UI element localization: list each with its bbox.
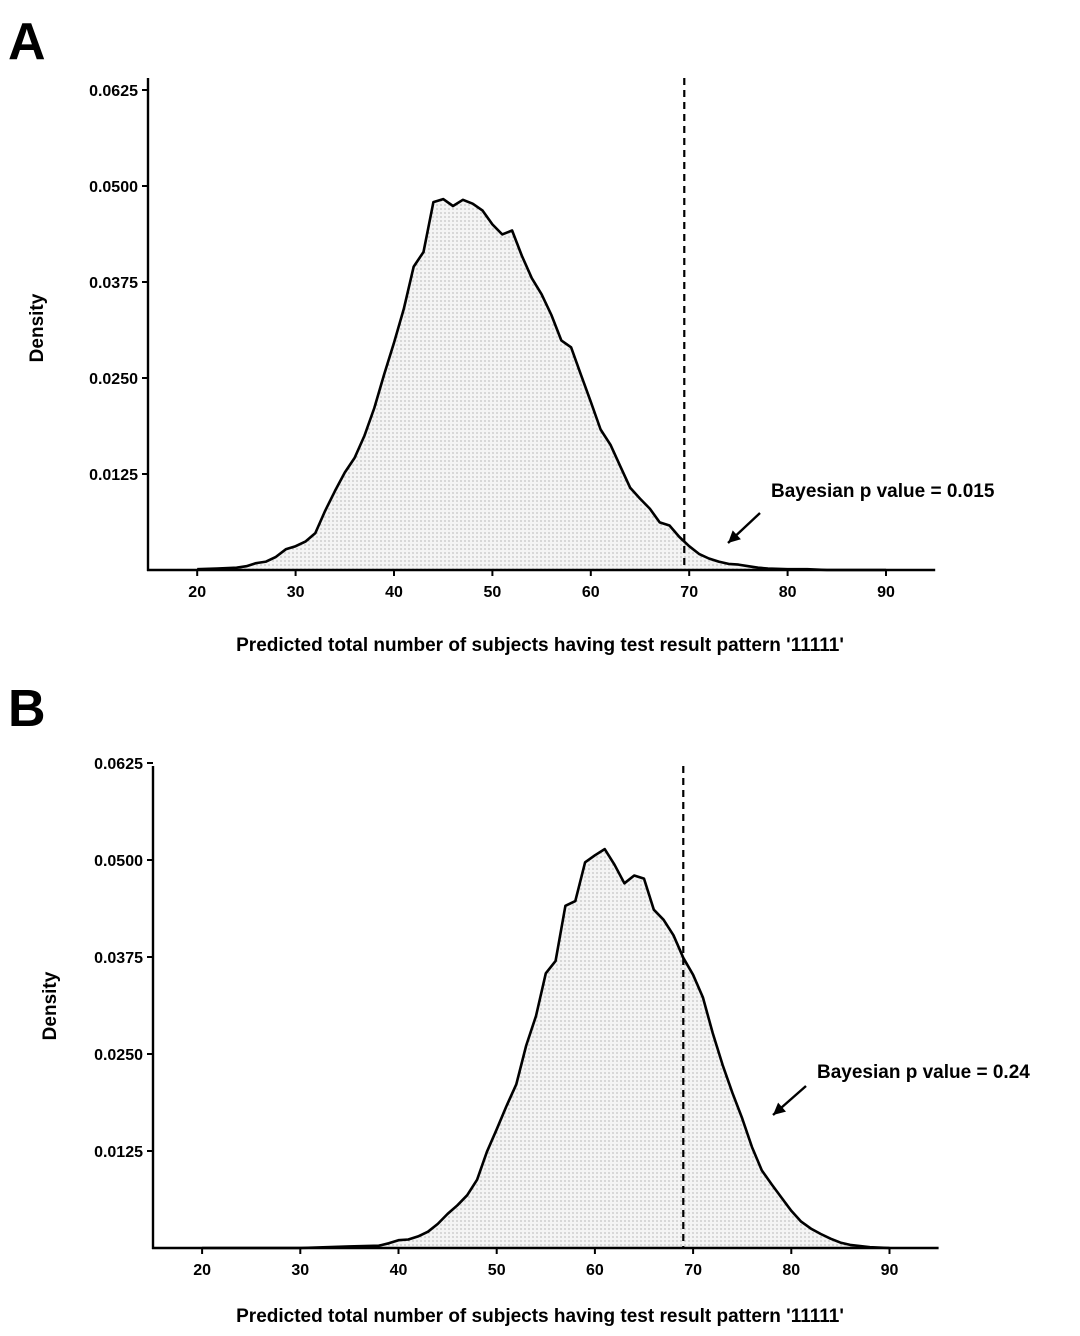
y-tick-label: 0.0500 [94, 853, 143, 870]
density-fill [202, 849, 890, 1248]
p-value-annotation: Bayesian p value = 0.24 [817, 1062, 1030, 1083]
density-fill [197, 199, 886, 570]
y-tick-label: 0.0250 [89, 371, 138, 388]
x-tick-label: 20 [188, 584, 206, 601]
x-axis-title: Predicted total number of subjects havin… [236, 1306, 844, 1327]
x-tick-label: 80 [782, 1262, 800, 1279]
p-value-annotation: Bayesian p value = 0.015 [771, 481, 995, 502]
annotation-arrow-head [773, 1102, 786, 1115]
density-curve [197, 197, 886, 572]
x-tick-label: 40 [385, 584, 403, 601]
annotation-arrow-head [728, 530, 741, 543]
x-tick-label: 40 [390, 1262, 408, 1279]
x-tick-label: 60 [582, 584, 600, 601]
y-tick-label: 0.0625 [89, 83, 138, 100]
x-tick-label: 90 [877, 584, 895, 601]
x-tick-label: 30 [291, 1262, 309, 1279]
x-axis-title: Predicted total number of subjects havin… [236, 635, 844, 656]
x-tick-label: 80 [779, 584, 797, 601]
y-tick-label: 0.0500 [89, 179, 138, 196]
y-tick-label: 0.0375 [89, 275, 138, 292]
y-tick-label: 0.0125 [89, 467, 138, 484]
panel-letter-b: B [8, 680, 46, 738]
density-chart-b: 20 30 40 50 60 70 80 90 0.0125 0.0250 0.0375 0.0500… [40, 756, 1030, 1327]
y-tick-label: 0.0250 [94, 1047, 143, 1064]
y-axis-title: Density [40, 971, 61, 1040]
x-tick-label: 60 [586, 1262, 604, 1279]
density-curve [202, 847, 890, 1250]
density-chart-a: 20 30 40 50 60 70 80 90 0.0125 0.0250 0.0375 0.0500… [27, 78, 995, 656]
y-tick-label: 0.0125 [94, 1144, 143, 1161]
x-tick-label: 50 [488, 1262, 506, 1279]
x-tick-label: 20 [193, 1262, 211, 1279]
x-tick-label: 50 [484, 584, 502, 601]
y-tick-label: 0.0625 [94, 756, 143, 773]
x-tick-label: 90 [881, 1262, 899, 1279]
y-tick-label: 0.0375 [94, 950, 143, 967]
x-tick-label: 70 [680, 584, 698, 601]
panel-letter-a: A [8, 13, 46, 71]
x-tick-label: 70 [684, 1262, 702, 1279]
y-axis-title: Density [27, 293, 48, 362]
x-tick-label: 30 [287, 584, 305, 601]
